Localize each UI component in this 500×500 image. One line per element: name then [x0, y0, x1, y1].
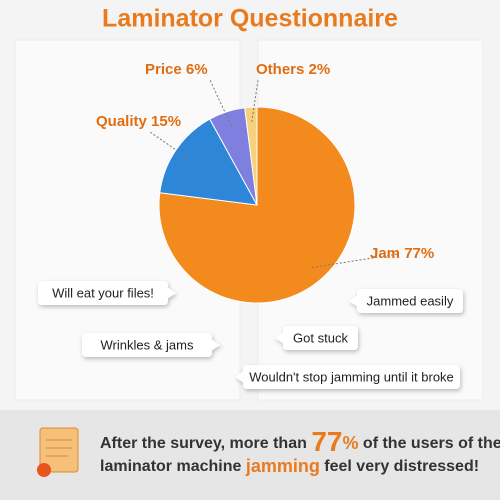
footer-text: laminator machine: [100, 458, 246, 475]
footer-line: laminator machine jamming feel very dist…: [100, 456, 479, 476]
bubble-tip: [349, 295, 358, 307]
pie-slice: [159, 118, 258, 206]
footer-highlight: jamming: [245, 456, 320, 476]
bubble-tip: [235, 371, 244, 383]
slice-category: Quality: [96, 113, 148, 130]
footer-text: After the survey, more than: [100, 435, 311, 452]
comment-text: Got stuck: [293, 330, 348, 345]
slice-value: 77%: [404, 245, 434, 262]
slice-value: 6%: [186, 61, 208, 78]
comment-bubble: [349, 289, 463, 313]
bubble-tip: [275, 332, 284, 344]
footer-text: feel very distressed!: [320, 458, 479, 475]
footer-line: After the survey, more than 77% of the u…: [100, 426, 500, 457]
footer-highlight: 77: [311, 426, 342, 457]
bubble-box: [38, 281, 168, 305]
leader-line: [209, 79, 232, 126]
comment-bubble: [82, 333, 220, 357]
slice-category: Others: [256, 61, 304, 78]
comment-bubble: [275, 326, 358, 350]
bubble-tip: [211, 339, 220, 351]
slice-label: Jam 77%: [370, 245, 434, 262]
footer-text: of the users of the: [358, 435, 500, 452]
bubble-tip: [167, 287, 176, 299]
bubble-box: [82, 333, 212, 357]
slice-value: 15%: [151, 113, 181, 130]
bubble-box: [357, 289, 463, 313]
slice-label: Quality 15%: [96, 113, 181, 130]
pie-slice: [244, 106, 258, 206]
comments: Will eat your files! Jammed easily Got stu…: [38, 281, 463, 389]
chart-title: Laminator Questionnaire: [102, 5, 398, 33]
slice-category: Jam: [370, 245, 400, 262]
pie: Jam 77% Quality 15% Price 6% Others 2%: [96, 61, 434, 304]
footer-band: [0, 410, 500, 500]
footer-highlight: %: [342, 433, 358, 453]
comment-text: Wrinkles & jams: [101, 337, 194, 352]
scroll-icon: [37, 427, 79, 477]
comment-bubble: [235, 365, 460, 389]
comment-text: Wouldn't stop jamming until it broke: [249, 369, 454, 384]
comment-text: Jammed easily: [367, 293, 454, 308]
slice-value: 2%: [309, 61, 331, 78]
leader-line: [312, 253, 399, 268]
slice-label: Others 2%: [256, 61, 330, 78]
comment-bubble: [38, 281, 176, 305]
bubble-box: [283, 326, 358, 350]
slice-category: Price: [145, 61, 182, 78]
leader-line: [251, 79, 259, 122]
slice-label: Price 6%: [145, 61, 208, 78]
comment-text: Will eat your files!: [52, 285, 154, 300]
bubble-box: [243, 365, 460, 389]
